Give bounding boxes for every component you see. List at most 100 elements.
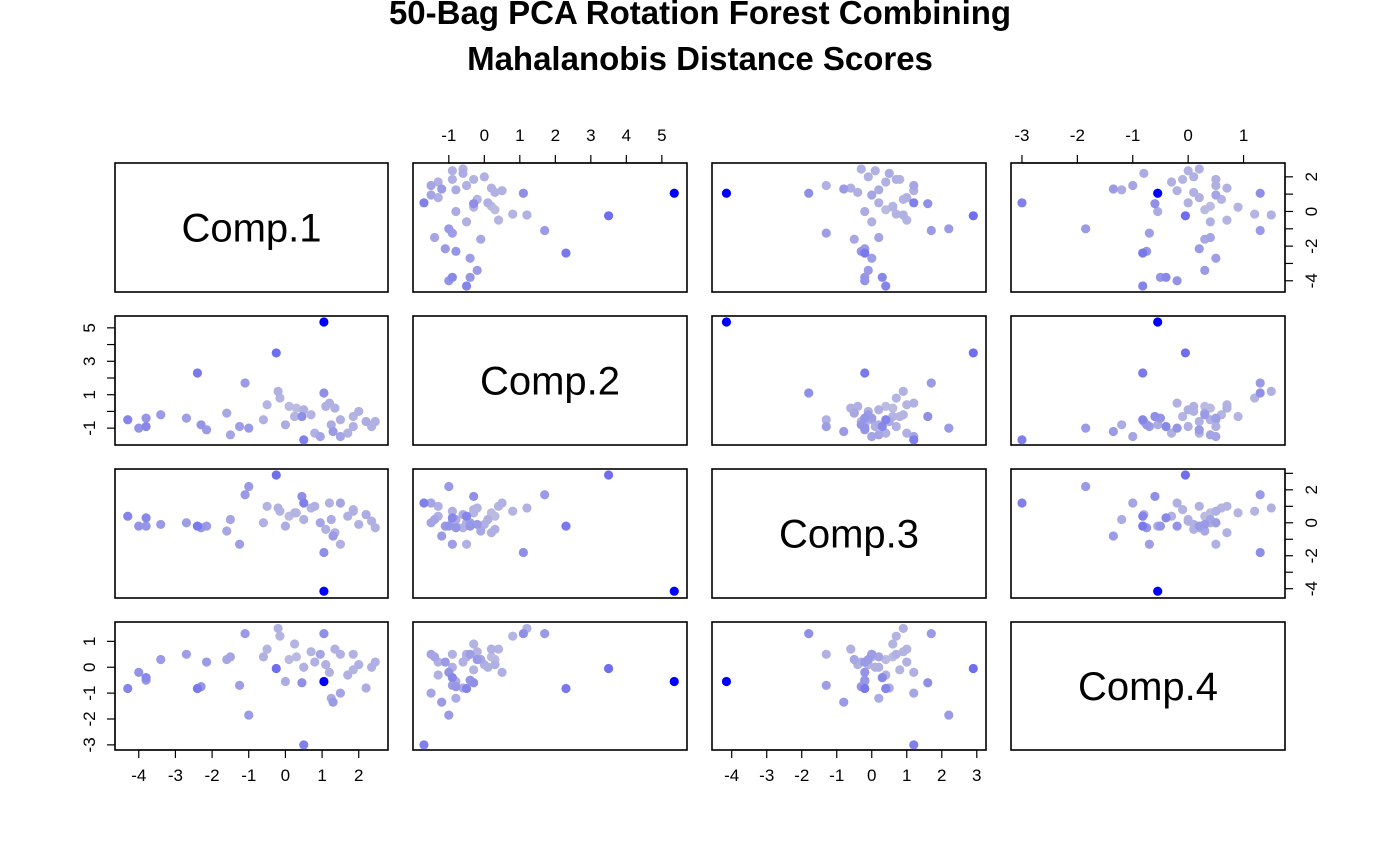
data-point bbox=[479, 172, 489, 182]
data-point bbox=[262, 400, 272, 410]
x-tick-label: 0 bbox=[1183, 126, 1192, 145]
data-point bbox=[1200, 265, 1210, 275]
data-point bbox=[319, 676, 329, 687]
data-point bbox=[902, 193, 912, 203]
data-point bbox=[291, 403, 302, 413]
data-point bbox=[1117, 514, 1127, 525]
data-point bbox=[839, 426, 849, 437]
x-tick-label: -4 bbox=[131, 766, 146, 785]
data-point bbox=[839, 697, 849, 707]
data-point bbox=[1211, 518, 1221, 528]
data-point bbox=[234, 539, 245, 549]
data-point bbox=[821, 415, 831, 425]
data-point bbox=[273, 386, 283, 396]
data-point bbox=[1153, 206, 1163, 217]
data-point bbox=[1150, 491, 1160, 502]
data-point bbox=[348, 421, 358, 432]
data-point bbox=[225, 430, 236, 440]
panel-comp4-vs-comp3-frame bbox=[711, 621, 987, 751]
data-point bbox=[141, 421, 151, 432]
y-tick-label: -2 bbox=[1302, 548, 1321, 563]
data-point bbox=[497, 667, 507, 678]
chart-title-line-1: 50-Bag PCA Rotation Forest Combining bbox=[389, 0, 1011, 31]
data-point bbox=[909, 688, 919, 698]
variable-label-4: Comp.4 bbox=[1078, 665, 1218, 709]
data-point bbox=[440, 244, 450, 254]
data-point bbox=[891, 209, 901, 219]
data-point bbox=[319, 388, 329, 398]
data-point bbox=[440, 657, 450, 667]
data-point bbox=[1266, 210, 1276, 220]
data-point bbox=[804, 188, 814, 198]
data-point bbox=[361, 416, 371, 427]
data-point bbox=[561, 521, 571, 531]
data-point bbox=[1233, 202, 1243, 212]
data-point bbox=[968, 663, 978, 674]
data-point bbox=[370, 657, 380, 667]
data-point bbox=[669, 676, 679, 687]
data-point bbox=[310, 501, 320, 511]
data-point bbox=[280, 521, 291, 531]
data-point bbox=[319, 586, 329, 596]
x-tick-label: 5 bbox=[657, 126, 666, 145]
data-point bbox=[299, 740, 309, 750]
x-tick-label: -3 bbox=[168, 766, 183, 785]
data-point bbox=[225, 652, 236, 662]
data-point bbox=[461, 539, 472, 549]
data-point bbox=[426, 180, 436, 191]
data-point bbox=[1117, 185, 1127, 195]
data-point bbox=[348, 506, 358, 516]
data-point bbox=[1108, 184, 1118, 194]
data-point bbox=[881, 281, 891, 291]
data-point bbox=[469, 639, 479, 649]
data-point bbox=[321, 401, 331, 412]
data-point bbox=[451, 185, 461, 195]
data-point bbox=[437, 697, 447, 707]
data-point bbox=[895, 665, 905, 675]
data-point bbox=[275, 631, 285, 641]
data-point bbox=[518, 628, 528, 639]
data-point bbox=[433, 670, 443, 680]
data-point bbox=[299, 514, 309, 525]
panel-comp4-vs-comp2-frame bbox=[412, 621, 688, 751]
data-point bbox=[1139, 168, 1149, 178]
diagonal-panel-1 bbox=[114, 162, 389, 293]
data-point bbox=[1108, 531, 1118, 541]
data-point bbox=[490, 660, 500, 670]
data-point bbox=[181, 413, 192, 423]
data-point bbox=[465, 253, 475, 263]
data-point bbox=[134, 423, 144, 433]
data-point bbox=[874, 652, 884, 662]
data-point bbox=[881, 654, 891, 665]
data-point bbox=[426, 190, 436, 200]
data-point bbox=[1211, 253, 1221, 263]
data-point bbox=[433, 193, 443, 203]
data-point bbox=[603, 470, 614, 480]
data-point bbox=[335, 431, 346, 442]
data-point bbox=[821, 228, 831, 238]
data-point bbox=[319, 547, 329, 558]
data-point bbox=[1138, 521, 1148, 531]
data-point bbox=[1211, 539, 1221, 549]
data-point bbox=[1183, 166, 1193, 176]
data-point bbox=[1138, 415, 1148, 425]
data-point bbox=[258, 518, 269, 528]
data-point bbox=[1255, 388, 1265, 398]
data-point bbox=[354, 519, 364, 530]
data-point bbox=[944, 710, 954, 720]
data-point bbox=[909, 435, 919, 445]
data-point bbox=[968, 211, 978, 221]
data-point bbox=[244, 710, 254, 720]
data-point bbox=[1189, 401, 1199, 412]
data-point bbox=[306, 410, 316, 420]
data-point bbox=[1172, 423, 1182, 433]
data-point bbox=[1194, 164, 1204, 174]
data-point bbox=[1189, 172, 1199, 182]
data-point bbox=[898, 386, 908, 396]
data-point bbox=[1255, 188, 1265, 198]
data-point bbox=[326, 514, 336, 525]
data-point bbox=[271, 663, 281, 674]
data-point bbox=[447, 513, 457, 523]
data-point bbox=[273, 623, 283, 634]
